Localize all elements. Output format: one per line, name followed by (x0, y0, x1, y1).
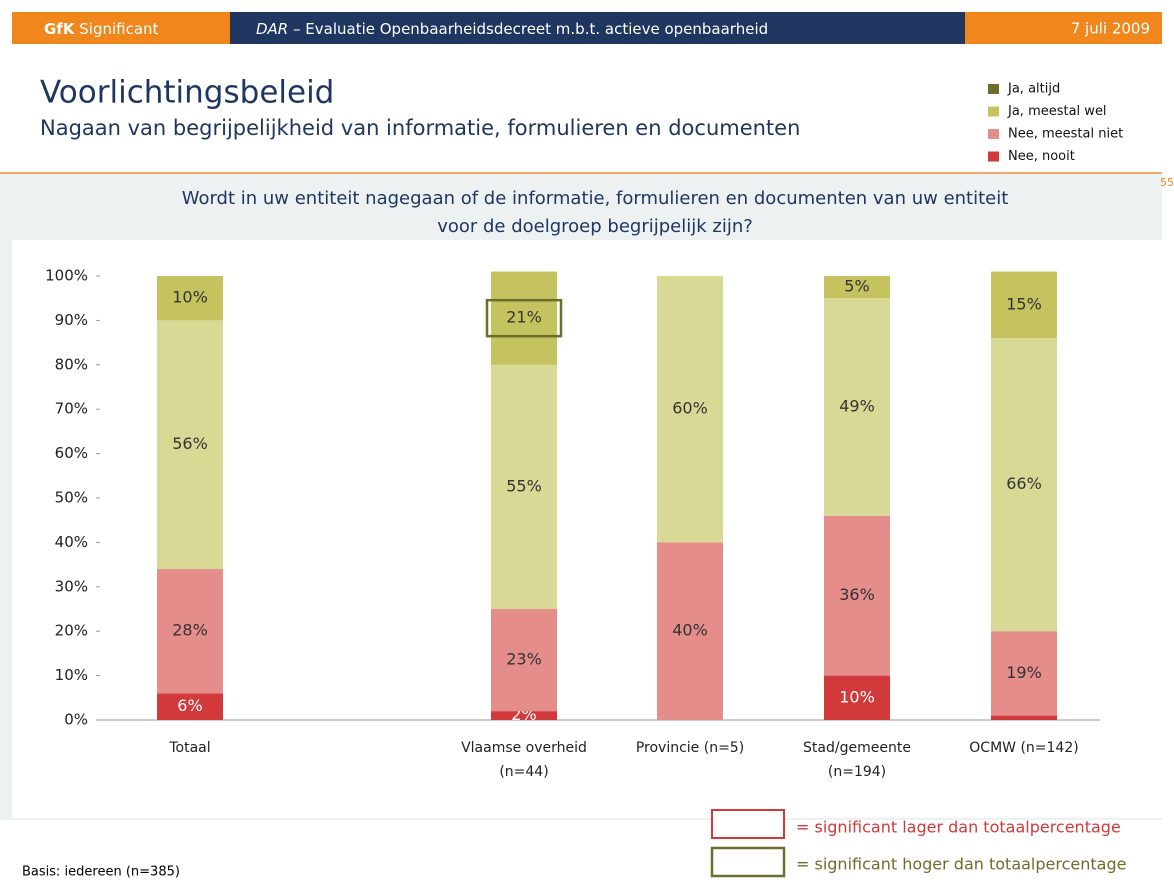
y-tick-label: 80% (55, 355, 88, 373)
data-label: 66% (1006, 474, 1042, 493)
data-label: 10% (839, 687, 875, 706)
bar-segment (657, 542, 723, 720)
bar-segment (157, 569, 223, 694)
legend-label: Nee, nooit (1008, 149, 1075, 164)
legend-swatch (988, 84, 999, 94)
brand-bold: GfK (44, 20, 76, 38)
y-tick-label: 50% (55, 489, 88, 507)
bar-segment (824, 276, 890, 299)
project: – Evaluatie Openbaarheidsdecreet m.b.t. … (293, 20, 768, 38)
legend-lower-text: = significant lager dan totaalpercentage (796, 818, 1121, 837)
data-label: 36% (839, 585, 875, 604)
bar-segment (824, 515, 890, 676)
x-tick-label: Vlaamse overheid (461, 740, 587, 756)
y-tick-label: 10% (55, 666, 88, 684)
header-project-cell (230, 12, 965, 44)
legend-swatch (988, 129, 999, 139)
bar-segment (157, 276, 223, 321)
slide-title: Voorlichtingsbeleid (40, 75, 334, 111)
bar-segment (491, 364, 557, 609)
data-label: 10% (172, 288, 208, 307)
x-tick-label: (n=194) (828, 764, 886, 780)
y-tick-label: 0% (64, 711, 88, 729)
data-label: 5% (844, 277, 869, 296)
x-tick-label: Stad/gemeente (803, 740, 911, 756)
data-label: 40% (672, 621, 708, 640)
legend-lower-box (711, 809, 785, 839)
header-date-cell (965, 12, 1162, 44)
bar-segment (824, 298, 890, 516)
bar-segment (157, 320, 223, 570)
data-label: 28% (172, 621, 208, 640)
basis-note: Basis: iedereen (n=385) (22, 865, 180, 880)
legend-label: Ja, meestal wel (1007, 104, 1107, 119)
y-tick-label: 60% (55, 444, 88, 462)
legend-higher-text: = significant hoger dan totaalpercentage (796, 855, 1126, 874)
bar-segment (157, 693, 223, 720)
header-brand: GfK Significant (44, 20, 159, 38)
y-tick-label: 100% (45, 267, 88, 285)
y-tick-label: 20% (55, 622, 88, 640)
header-date: 7 juli 2009 (1071, 20, 1150, 38)
data-label: 21% (506, 308, 542, 327)
x-tick-label: Provincie (n=5) (636, 740, 744, 756)
legend-label: Nee, meestal niet (1008, 127, 1123, 142)
project-code: DAR (256, 20, 288, 38)
bar-segment (991, 715, 1057, 720)
y-tick-label: 90% (55, 311, 88, 329)
bar-segment (491, 271, 557, 365)
bar-segment (657, 276, 723, 543)
brand: Significant (79, 20, 158, 38)
bar-segment (991, 271, 1057, 339)
bar-segment (491, 609, 557, 712)
header-project: DAR – Evaluatie Openbaarheidsdecreet m.b… (256, 20, 768, 38)
slide-subtitle: Nagaan van begrijpelijkheid van informat… (40, 116, 800, 140)
x-tick-label: OCMW (n=142) (969, 740, 1078, 756)
x-tick-label: Totaal (168, 740, 210, 756)
data-label: 19% (1006, 663, 1042, 682)
legend-swatch (988, 151, 999, 162)
bar-segment (991, 338, 1057, 632)
legend-label: Ja, altijd (1007, 82, 1060, 97)
bar-segment (824, 675, 890, 720)
data-label: 55% (506, 476, 542, 495)
data-label: 60% (672, 399, 708, 418)
data-label: 6% (177, 696, 202, 715)
chart-title: voor de doelgroep begrijpelijk zijn? (437, 216, 753, 237)
y-tick-label: 70% (55, 400, 88, 418)
header-brand-cell (12, 12, 230, 44)
legend-higher-box (710, 846, 786, 878)
legend-swatch (988, 106, 999, 117)
y-tick-label: 40% (55, 533, 88, 551)
y-tick-label: 30% (55, 577, 88, 595)
bar-segment (991, 631, 1057, 716)
page-number: 55 (1160, 176, 1174, 189)
data-label: 23% (506, 650, 542, 669)
bar-segment (491, 711, 557, 720)
chart-title: Wordt in uw entiteit nagegaan of de info… (182, 188, 1009, 209)
data-label: 15% (1006, 294, 1042, 313)
x-tick-label: (n=44) (499, 764, 548, 780)
data-label: 49% (839, 396, 875, 415)
significance-box (485, 298, 563, 338)
data-label: 56% (172, 434, 208, 453)
